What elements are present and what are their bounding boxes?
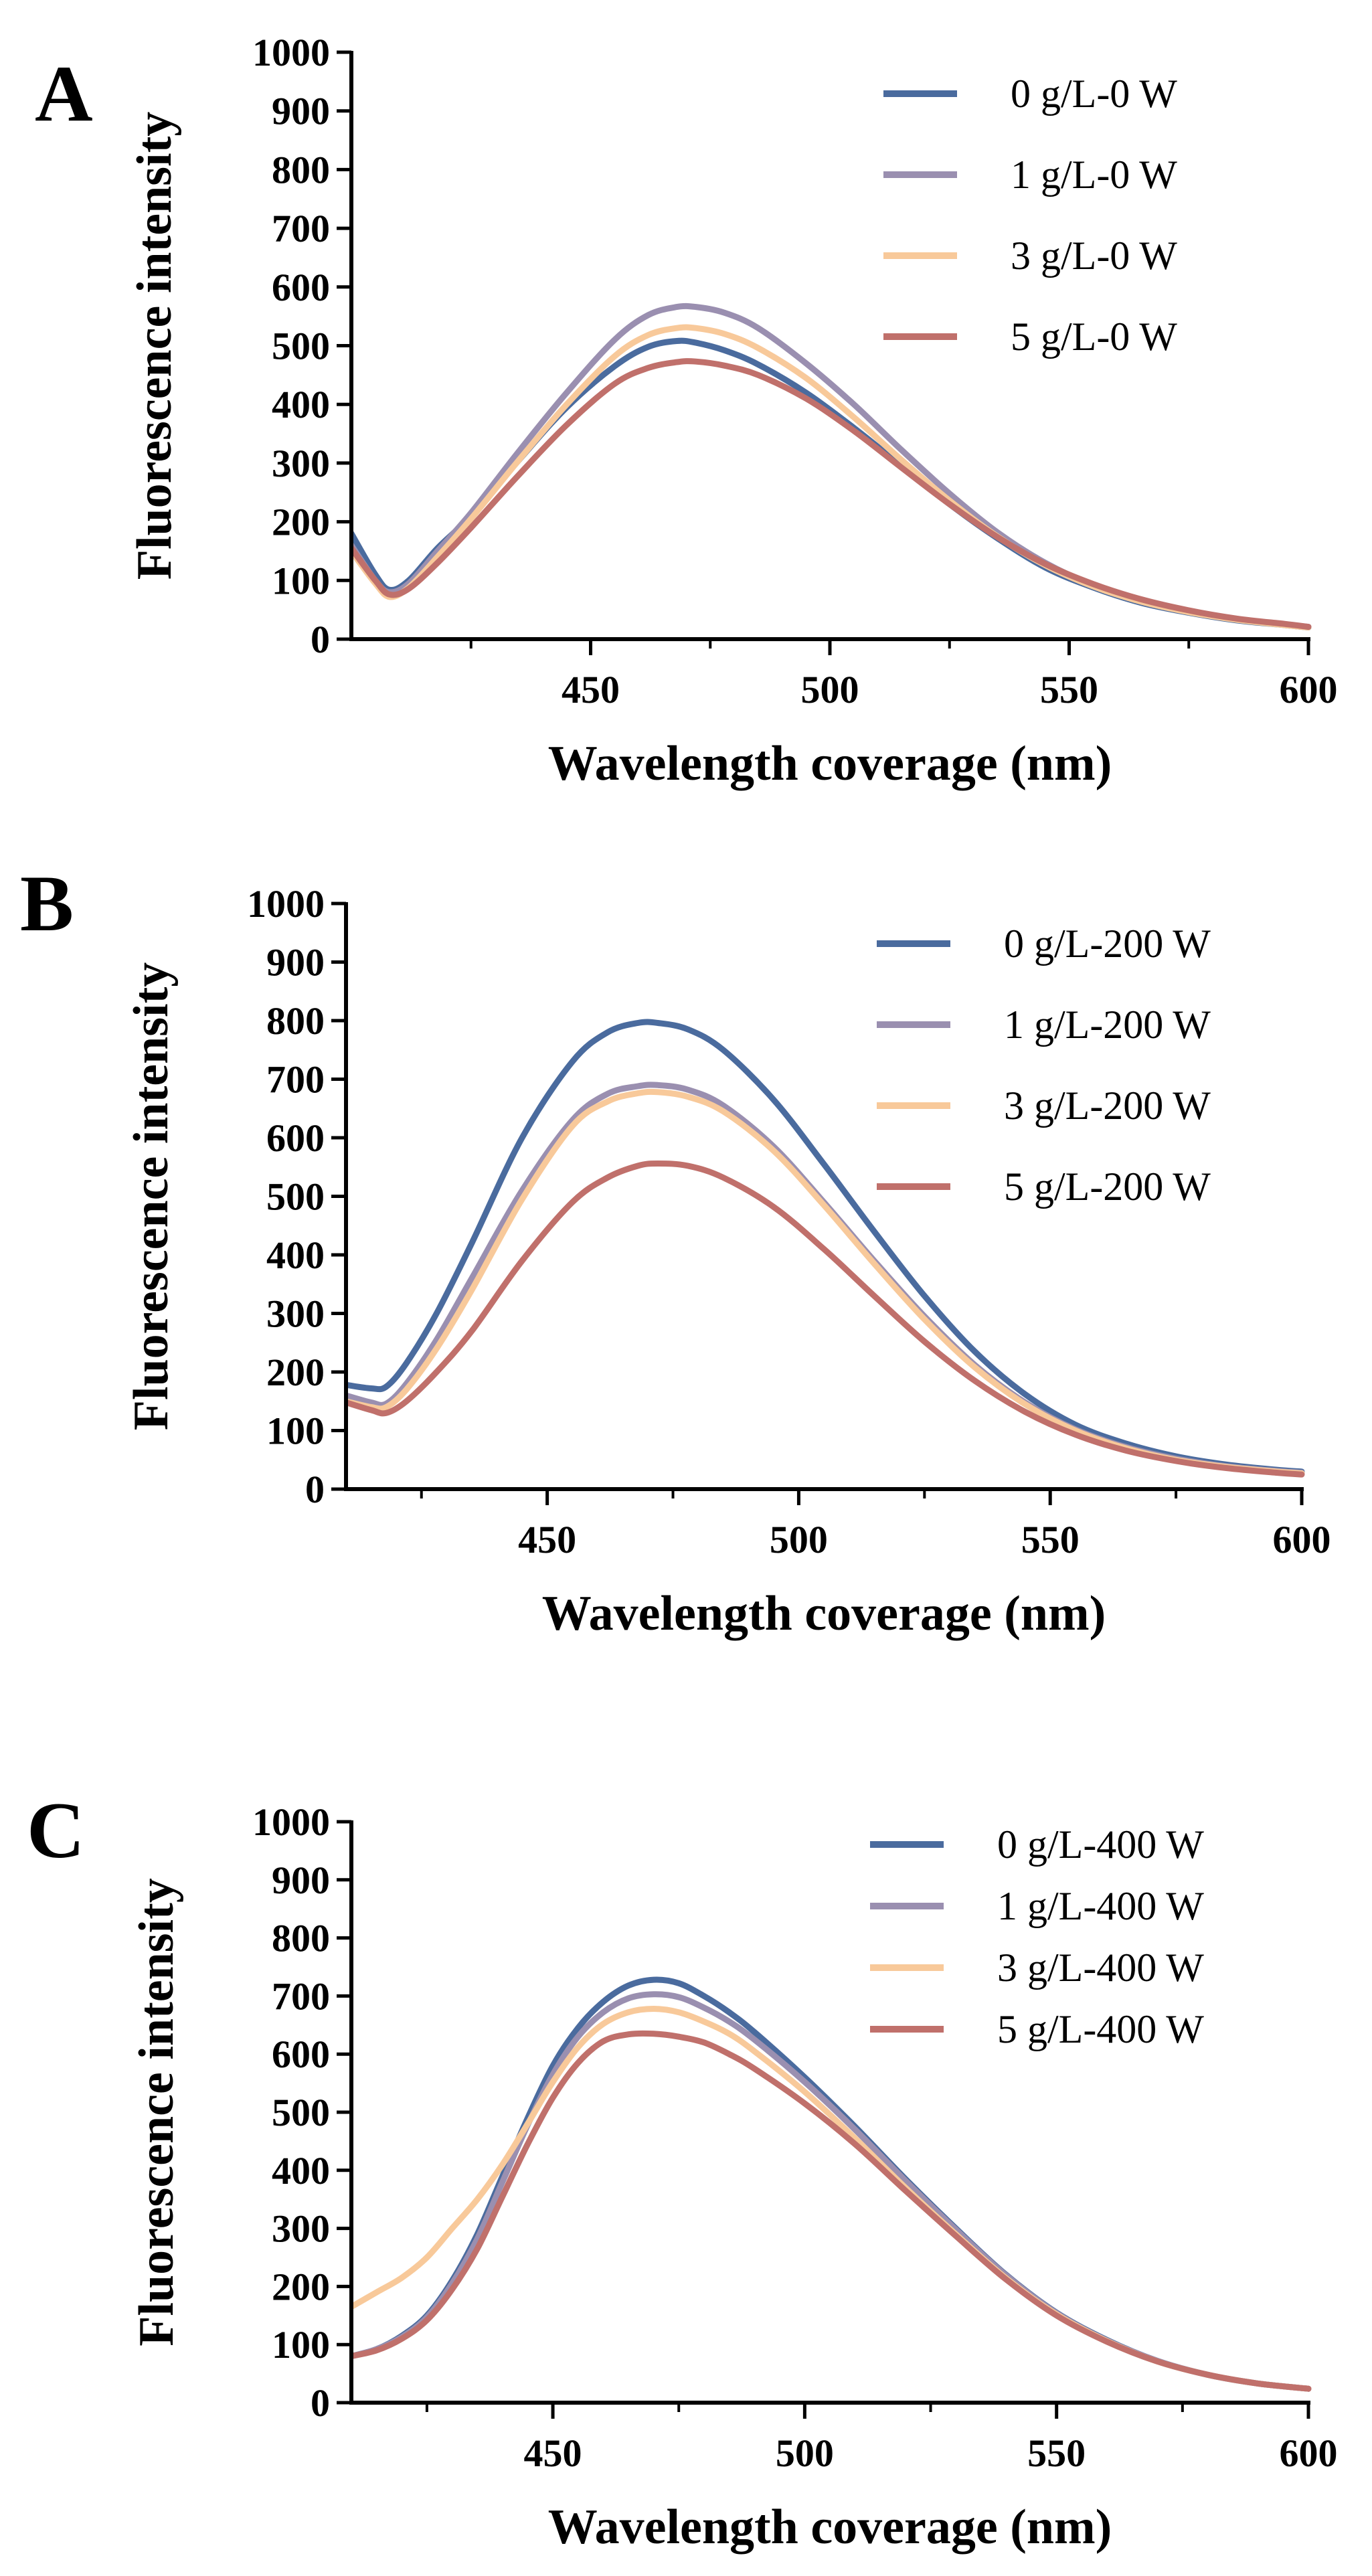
y-tick-label: 700	[266, 1058, 325, 1102]
y-tick-label: 800	[272, 1917, 330, 1960]
legend-label: 5 g/L-0 W	[1011, 315, 1177, 359]
y-axis-title: Fluorescence intensity	[124, 962, 179, 1430]
legend-label: 3 g/L-400 W	[997, 1946, 1204, 1990]
y-tick-label: 200	[272, 501, 330, 544]
x-tick-label: 600	[1280, 2431, 1338, 2475]
chart-panel-b: B 0 100 200 300 400 500 600 700 800 900 1000 450 500 5…	[20, 859, 1331, 1641]
y-tick-label: 800	[266, 999, 325, 1043]
y-tick-label: 500	[266, 1175, 325, 1219]
series-group	[353, 1976, 1312, 2392]
x-tick-label: 550	[1021, 1518, 1080, 1561]
y-tick-label: 0	[311, 2381, 330, 2425]
y-tick-label: 900	[266, 941, 325, 984]
x-tick-label: 500	[770, 1518, 828, 1561]
y-axis-title: Fluorescence intensity	[127, 112, 182, 580]
y-tick-label: 100	[266, 1409, 325, 1453]
x-tick-label: 600	[1273, 1518, 1331, 1561]
series-line-1	[348, 1082, 1305, 1476]
y-tick-label: 200	[266, 1351, 325, 1394]
y-tick-label: 700	[272, 207, 330, 250]
y-tick-label: 400	[266, 1233, 325, 1277]
series-line-3	[348, 1161, 1305, 1478]
legend: 0 g/L-0 W 1 g/L-0 W 3 g/L-0 W 5 g/L-0 W	[883, 72, 1177, 359]
x-tick-label: 500	[776, 2431, 834, 2475]
legend-label: 0 g/L-200 W	[1004, 922, 1211, 966]
y-tick-label: 600	[266, 1116, 325, 1160]
series-line-3	[353, 2030, 1312, 2392]
y-tick-label: 400	[272, 2149, 330, 2193]
y-axis-title: Fluorescence intensity	[129, 1878, 184, 2346]
panel-letter: C	[27, 1786, 85, 1875]
legend-label: 0 g/L-0 W	[1011, 72, 1177, 116]
series-line-2	[348, 1088, 1305, 1476]
x-tick-label: 550	[1027, 2431, 1086, 2475]
y-tick-label: 100	[272, 559, 330, 602]
legend-label: 5 g/L-200 W	[1004, 1165, 1211, 1209]
legend-label: 1 g/L-0 W	[1011, 153, 1177, 197]
y-tick-label: 900	[272, 1859, 330, 1902]
x-axis-title: Wavelength coverage (nm)	[542, 1586, 1106, 1641]
legend: 0 g/L-200 W 1 g/L-200 W 3 g/L-200 W 5 g/L-2…	[877, 922, 1211, 1209]
y-tick-label: 400	[272, 383, 330, 426]
series-group	[353, 303, 1312, 630]
x-tick-label: 450	[562, 668, 620, 711]
y-tick-label: 600	[272, 2033, 330, 2076]
x-tick-label: 600	[1280, 668, 1338, 711]
series-line-3	[353, 358, 1312, 630]
y-tick-label: 300	[272, 442, 330, 485]
x-axis-title: Wavelength coverage (nm)	[548, 2500, 1112, 2555]
y-tick-label: 0	[305, 1468, 325, 1511]
x-tick-label: 550	[1040, 668, 1098, 711]
legend-label: 0 g/L-400 W	[997, 1822, 1204, 1867]
panel-letter: A	[35, 49, 93, 138]
y-tick-label: 300	[272, 2207, 330, 2251]
y-tick-label: 600	[272, 266, 330, 309]
y-tick-label: 300	[266, 1292, 325, 1336]
y-tick-label: 700	[272, 1974, 330, 2018]
y-tick-label: 500	[272, 325, 330, 368]
legend-label: 5 g/L-400 W	[997, 2007, 1204, 2051]
x-tick-label: 500	[801, 668, 859, 711]
x-axis-title: Wavelength coverage (nm)	[548, 736, 1112, 791]
legend-label: 1 g/L-400 W	[997, 1884, 1204, 1928]
y-tick-label: 1000	[252, 1800, 330, 1844]
panel-letter: B	[20, 859, 74, 948]
legend: 0 g/L-400 W 1 g/L-400 W 3 g/L-400 W 5 g/L-4…	[870, 1822, 1204, 2051]
y-tick-label: 200	[272, 2265, 330, 2308]
chart-panel-c: C 0 100 200 300 400 500 600 700 800 900 1000 450 500 5…	[27, 1786, 1338, 2555]
y-tick-label: 500	[272, 2091, 330, 2134]
y-tick-label: 0	[311, 618, 330, 661]
x-tick-label: 450	[524, 2431, 582, 2475]
series-line-0	[348, 1019, 1305, 1475]
y-tick-label: 800	[272, 148, 330, 191]
series-group	[348, 1019, 1305, 1478]
y-tick-label: 1000	[252, 31, 330, 74]
x-tick-label: 450	[518, 1518, 576, 1561]
y-tick-label: 1000	[247, 882, 325, 926]
legend-label: 1 g/L-200 W	[1004, 1003, 1211, 1047]
chart-panel-a: A 0 100 200 300 400 500 600 700 800 900 1000 450 500 5…	[35, 31, 1338, 791]
legend-label: 3 g/L-200 W	[1004, 1084, 1211, 1128]
legend-label: 3 g/L-0 W	[1011, 234, 1177, 278]
y-tick-label: 100	[272, 2323, 330, 2367]
y-tick-label: 900	[272, 90, 330, 133]
